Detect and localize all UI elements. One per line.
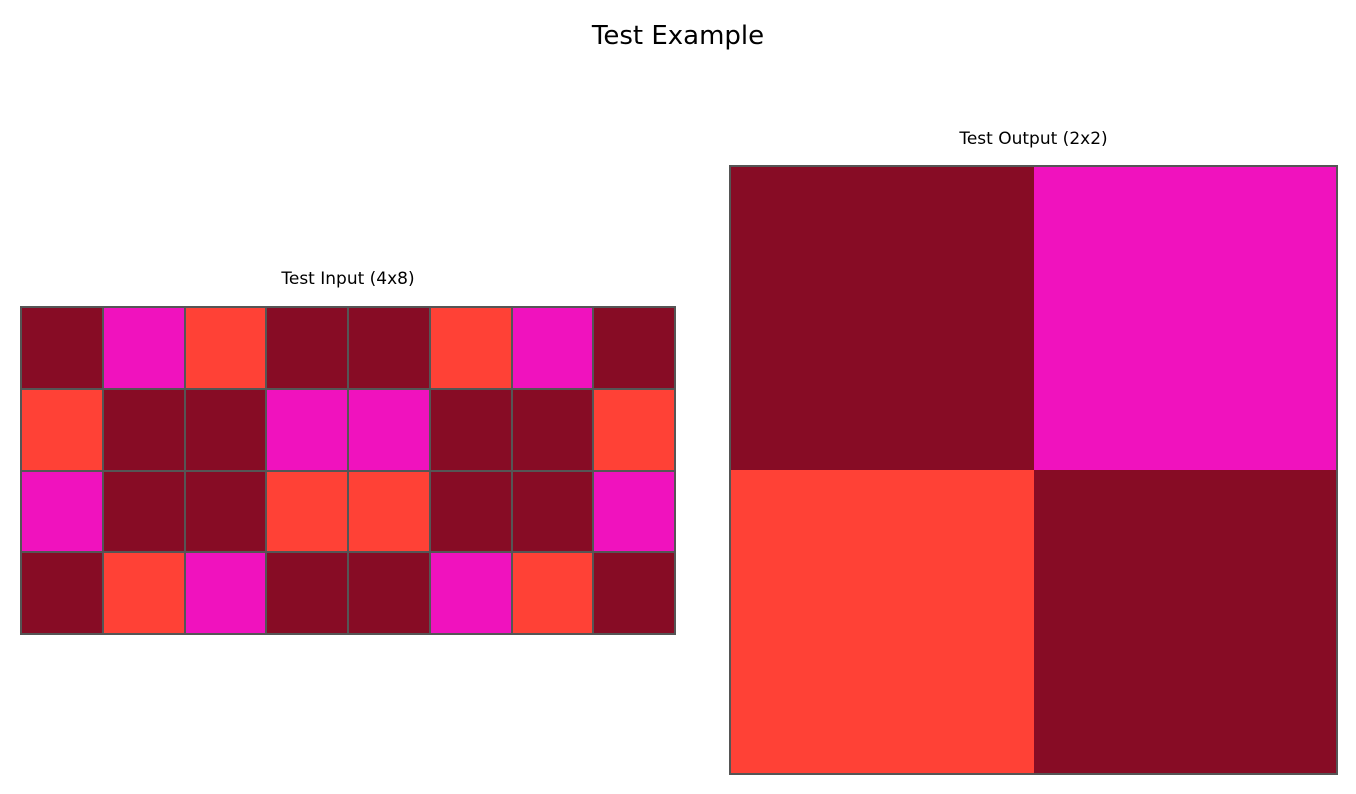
input-cell-r1-c7 [594,389,674,470]
figure-title: Test Example [591,21,765,51]
input-grid [20,306,676,635]
input-cell-r3-c1 [103,553,184,633]
input-cell-r3-c0 [22,553,102,633]
input-cell-r1-c5 [430,389,511,470]
input-cell-r0-c5 [430,308,511,388]
input-cell-r1-c2 [185,389,266,470]
input-cell-r0-c2 [185,308,266,388]
output-cell-r1-c1 [1033,470,1336,773]
input-cell-r3-c3 [267,553,347,633]
output-grid [729,165,1338,775]
input-cell-r2-c2 [185,471,266,552]
input-cell-r0-c1 [103,308,184,388]
input-cell-r1-c3 [267,389,347,470]
input-cell-r0-c6 [512,308,593,388]
input-cell-r1-c4 [349,389,429,470]
input-cell-r2-c7 [594,471,674,552]
input-panel-title: Test Input (4x8) [281,269,415,289]
input-cell-r2-c0 [22,471,102,552]
input-cell-r3-c4 [349,553,429,633]
input-cell-r1-c0 [22,389,102,470]
input-cell-r2-c6 [512,471,593,552]
input-cell-r3-c2 [185,553,266,633]
input-cell-r3-c7 [594,553,674,633]
input-cell-r2-c3 [267,471,347,552]
input-cell-r0-c4 [349,308,429,388]
input-cell-r0-c3 [267,308,347,388]
output-cell-r0-c0 [731,167,1034,470]
input-cell-r0-c7 [594,308,674,388]
input-cell-r2-c4 [349,471,429,552]
output-cell-r1-c0 [731,470,1034,773]
input-cell-r2-c1 [103,471,184,552]
input-cell-r3-c5 [430,553,511,633]
input-cell-r1-c1 [103,389,184,470]
input-cell-r2-c5 [430,471,511,552]
input-cell-r3-c6 [512,553,593,633]
input-cell-r1-c6 [512,389,593,470]
input-cell-r0-c0 [22,308,102,388]
output-cell-r0-c1 [1033,167,1336,470]
output-panel-title: Test Output (2x2) [959,129,1108,149]
